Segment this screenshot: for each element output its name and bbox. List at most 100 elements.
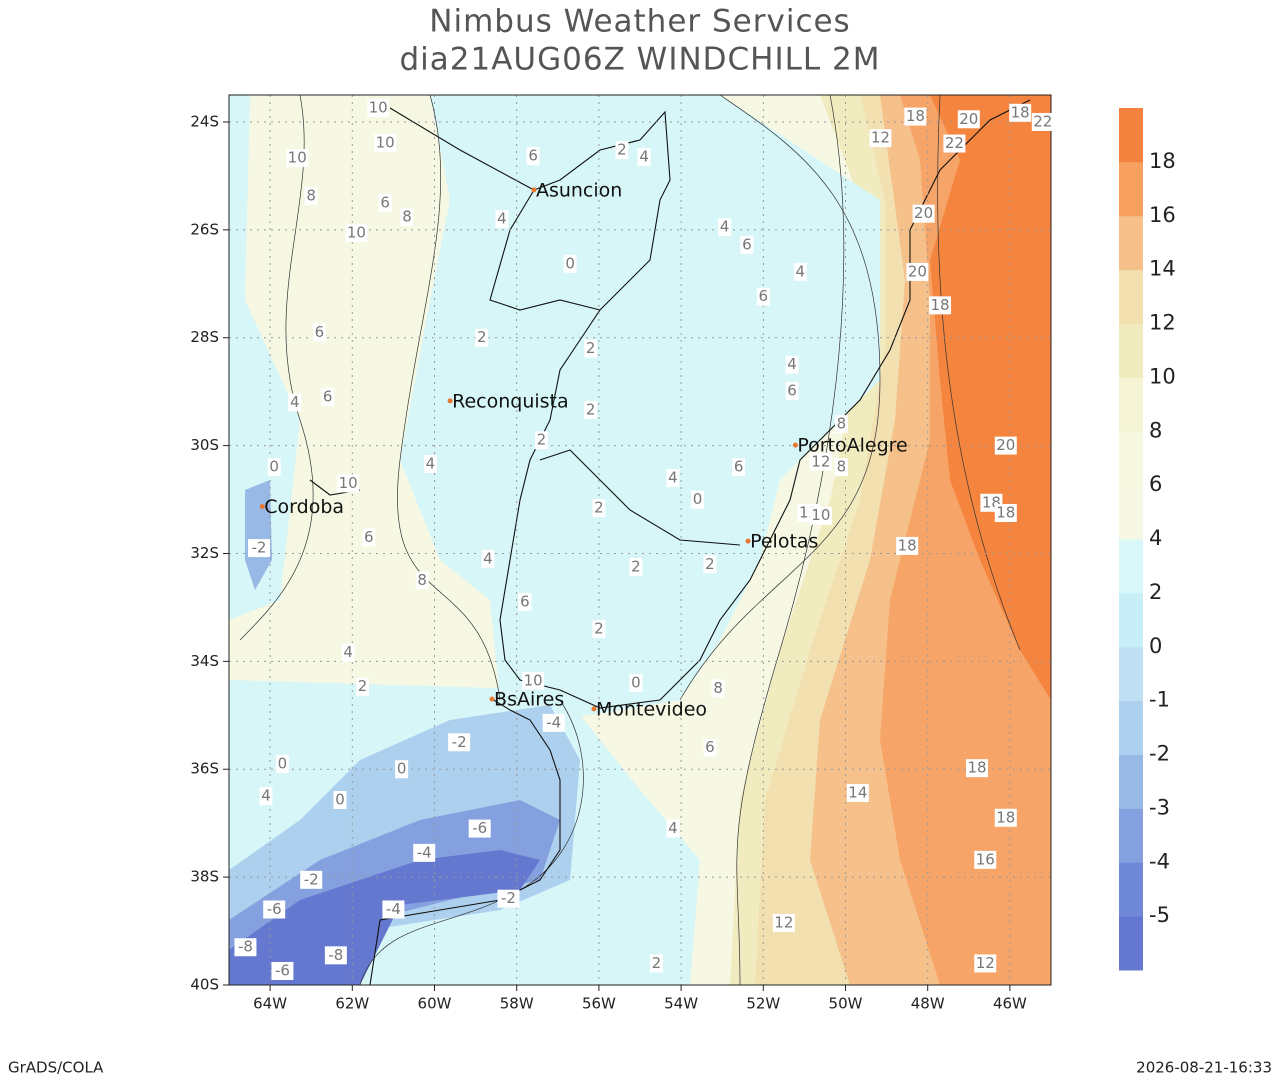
contour-label: 4 bbox=[343, 643, 353, 661]
city-name: Montevideo bbox=[596, 698, 707, 720]
y-tick-label: 38S bbox=[190, 868, 219, 886]
contour-label-box bbox=[395, 760, 409, 779]
contour-label: 14 bbox=[848, 783, 867, 801]
city-name: BsAires bbox=[494, 689, 564, 711]
contour-label-box bbox=[275, 754, 289, 773]
contour-label: 8 bbox=[306, 186, 316, 204]
contour-label-box bbox=[526, 146, 540, 165]
x-tick-label: 48W bbox=[911, 995, 945, 1013]
coastline bbox=[369, 698, 561, 985]
colorbar-segment bbox=[1119, 700, 1143, 755]
contour-label-box bbox=[495, 210, 509, 229]
contour-label-box bbox=[943, 134, 966, 153]
contour-label-box bbox=[534, 431, 548, 450]
contour-label-box bbox=[896, 536, 919, 555]
x-tick-label: 64W bbox=[253, 995, 287, 1013]
contour-label: 18 bbox=[906, 107, 925, 125]
contour-label-box bbox=[263, 900, 286, 919]
contour-label: 12 bbox=[976, 954, 995, 972]
contour-label: 0 bbox=[631, 673, 641, 691]
x-tick-label: 54W bbox=[664, 995, 698, 1013]
contour-label-box bbox=[267, 458, 281, 477]
contour-label: 2 bbox=[631, 557, 641, 575]
contour-label: -2 bbox=[304, 870, 319, 888]
contour-label: -6 bbox=[472, 819, 487, 837]
map-frame bbox=[228, 94, 1052, 986]
contour-label: -4 bbox=[417, 843, 432, 861]
contour-label: 4 bbox=[796, 262, 806, 280]
contour-label: 4 bbox=[787, 355, 797, 373]
contour-label: 6 bbox=[742, 235, 752, 253]
contour-label-box bbox=[718, 218, 732, 237]
contour-label-box bbox=[906, 262, 929, 281]
colorbar-segment bbox=[1119, 862, 1143, 917]
y-tick-label: 30S bbox=[190, 436, 219, 454]
y-tick-label: 26S bbox=[190, 220, 219, 238]
contour-label-box bbox=[312, 323, 326, 342]
contour-label-box bbox=[475, 328, 489, 347]
contour-label: 10 bbox=[347, 224, 366, 242]
contour-label-box bbox=[592, 620, 606, 638]
contour-label: 6 bbox=[705, 738, 715, 756]
contour-label-box bbox=[248, 539, 271, 558]
contour-label: 6 bbox=[734, 458, 744, 476]
contour-label: 18 bbox=[996, 504, 1015, 522]
contour-label: 8 bbox=[417, 571, 427, 589]
contour-label-box bbox=[374, 134, 397, 153]
contour-label: 2 bbox=[617, 141, 627, 159]
contour-label: 20 bbox=[996, 436, 1015, 454]
contour-label: 0 bbox=[565, 254, 575, 272]
y-tick-label: 34S bbox=[190, 652, 219, 670]
contour-label: 10 bbox=[288, 149, 307, 167]
isoline bbox=[397, 95, 501, 701]
contour-label: 4 bbox=[668, 468, 678, 486]
contour-label: 8 bbox=[837, 415, 847, 433]
x-tick-label: 52W bbox=[746, 995, 780, 1013]
contour-label: 18 bbox=[930, 296, 949, 314]
contour-label: -2 bbox=[452, 733, 467, 751]
contour-label: 4 bbox=[426, 454, 436, 472]
colorbar-segment bbox=[1119, 108, 1143, 163]
contour-label: 2 bbox=[705, 555, 715, 573]
contour-label: 4 bbox=[668, 819, 678, 837]
contour-label-box bbox=[304, 186, 318, 205]
city-dot bbox=[792, 442, 798, 448]
contour-label-box bbox=[691, 490, 705, 509]
colorbar-label: 4 bbox=[1149, 526, 1162, 550]
contour-label: 2 bbox=[594, 499, 604, 517]
x-tick-label: 60W bbox=[418, 995, 452, 1013]
contour-label-box bbox=[793, 262, 807, 281]
contour-label: 6 bbox=[528, 146, 538, 164]
contour-label-box bbox=[518, 593, 532, 612]
contour-label: 6 bbox=[787, 382, 797, 400]
contour-label-box bbox=[785, 382, 799, 401]
contour-label-box bbox=[234, 938, 257, 957]
contour-label-box bbox=[415, 571, 429, 590]
city-dot bbox=[591, 706, 597, 712]
contour-label: 0 bbox=[693, 490, 703, 508]
contour-label-box bbox=[584, 401, 598, 420]
colorbar-segment bbox=[1119, 269, 1143, 324]
contour-label: 20 bbox=[908, 262, 927, 280]
contour-label-box bbox=[563, 254, 577, 273]
city-dot bbox=[745, 538, 751, 544]
contour-label-box bbox=[629, 557, 643, 576]
city-name: Asuncion bbox=[536, 179, 622, 201]
contour-label-box bbox=[481, 549, 495, 568]
city-name: Reconquista bbox=[452, 390, 569, 412]
contour-label: 12 bbox=[871, 129, 890, 147]
contour-label: 22 bbox=[945, 134, 964, 152]
title: Nimbus Weather Services bbox=[429, 4, 850, 40]
contour-label: 12 bbox=[774, 913, 793, 931]
colorbar-segment bbox=[1119, 377, 1143, 432]
y-tick-label: 40S bbox=[190, 976, 219, 994]
contour-label-box bbox=[378, 193, 392, 212]
grid bbox=[229, 95, 1051, 985]
contour-label-box bbox=[448, 733, 471, 752]
fill-region bbox=[245, 480, 272, 590]
contour-label: 6 bbox=[520, 593, 530, 611]
colorbar-label: 10 bbox=[1149, 364, 1176, 388]
contour-label-box bbox=[994, 808, 1017, 827]
colorbar-segment bbox=[1119, 161, 1143, 217]
